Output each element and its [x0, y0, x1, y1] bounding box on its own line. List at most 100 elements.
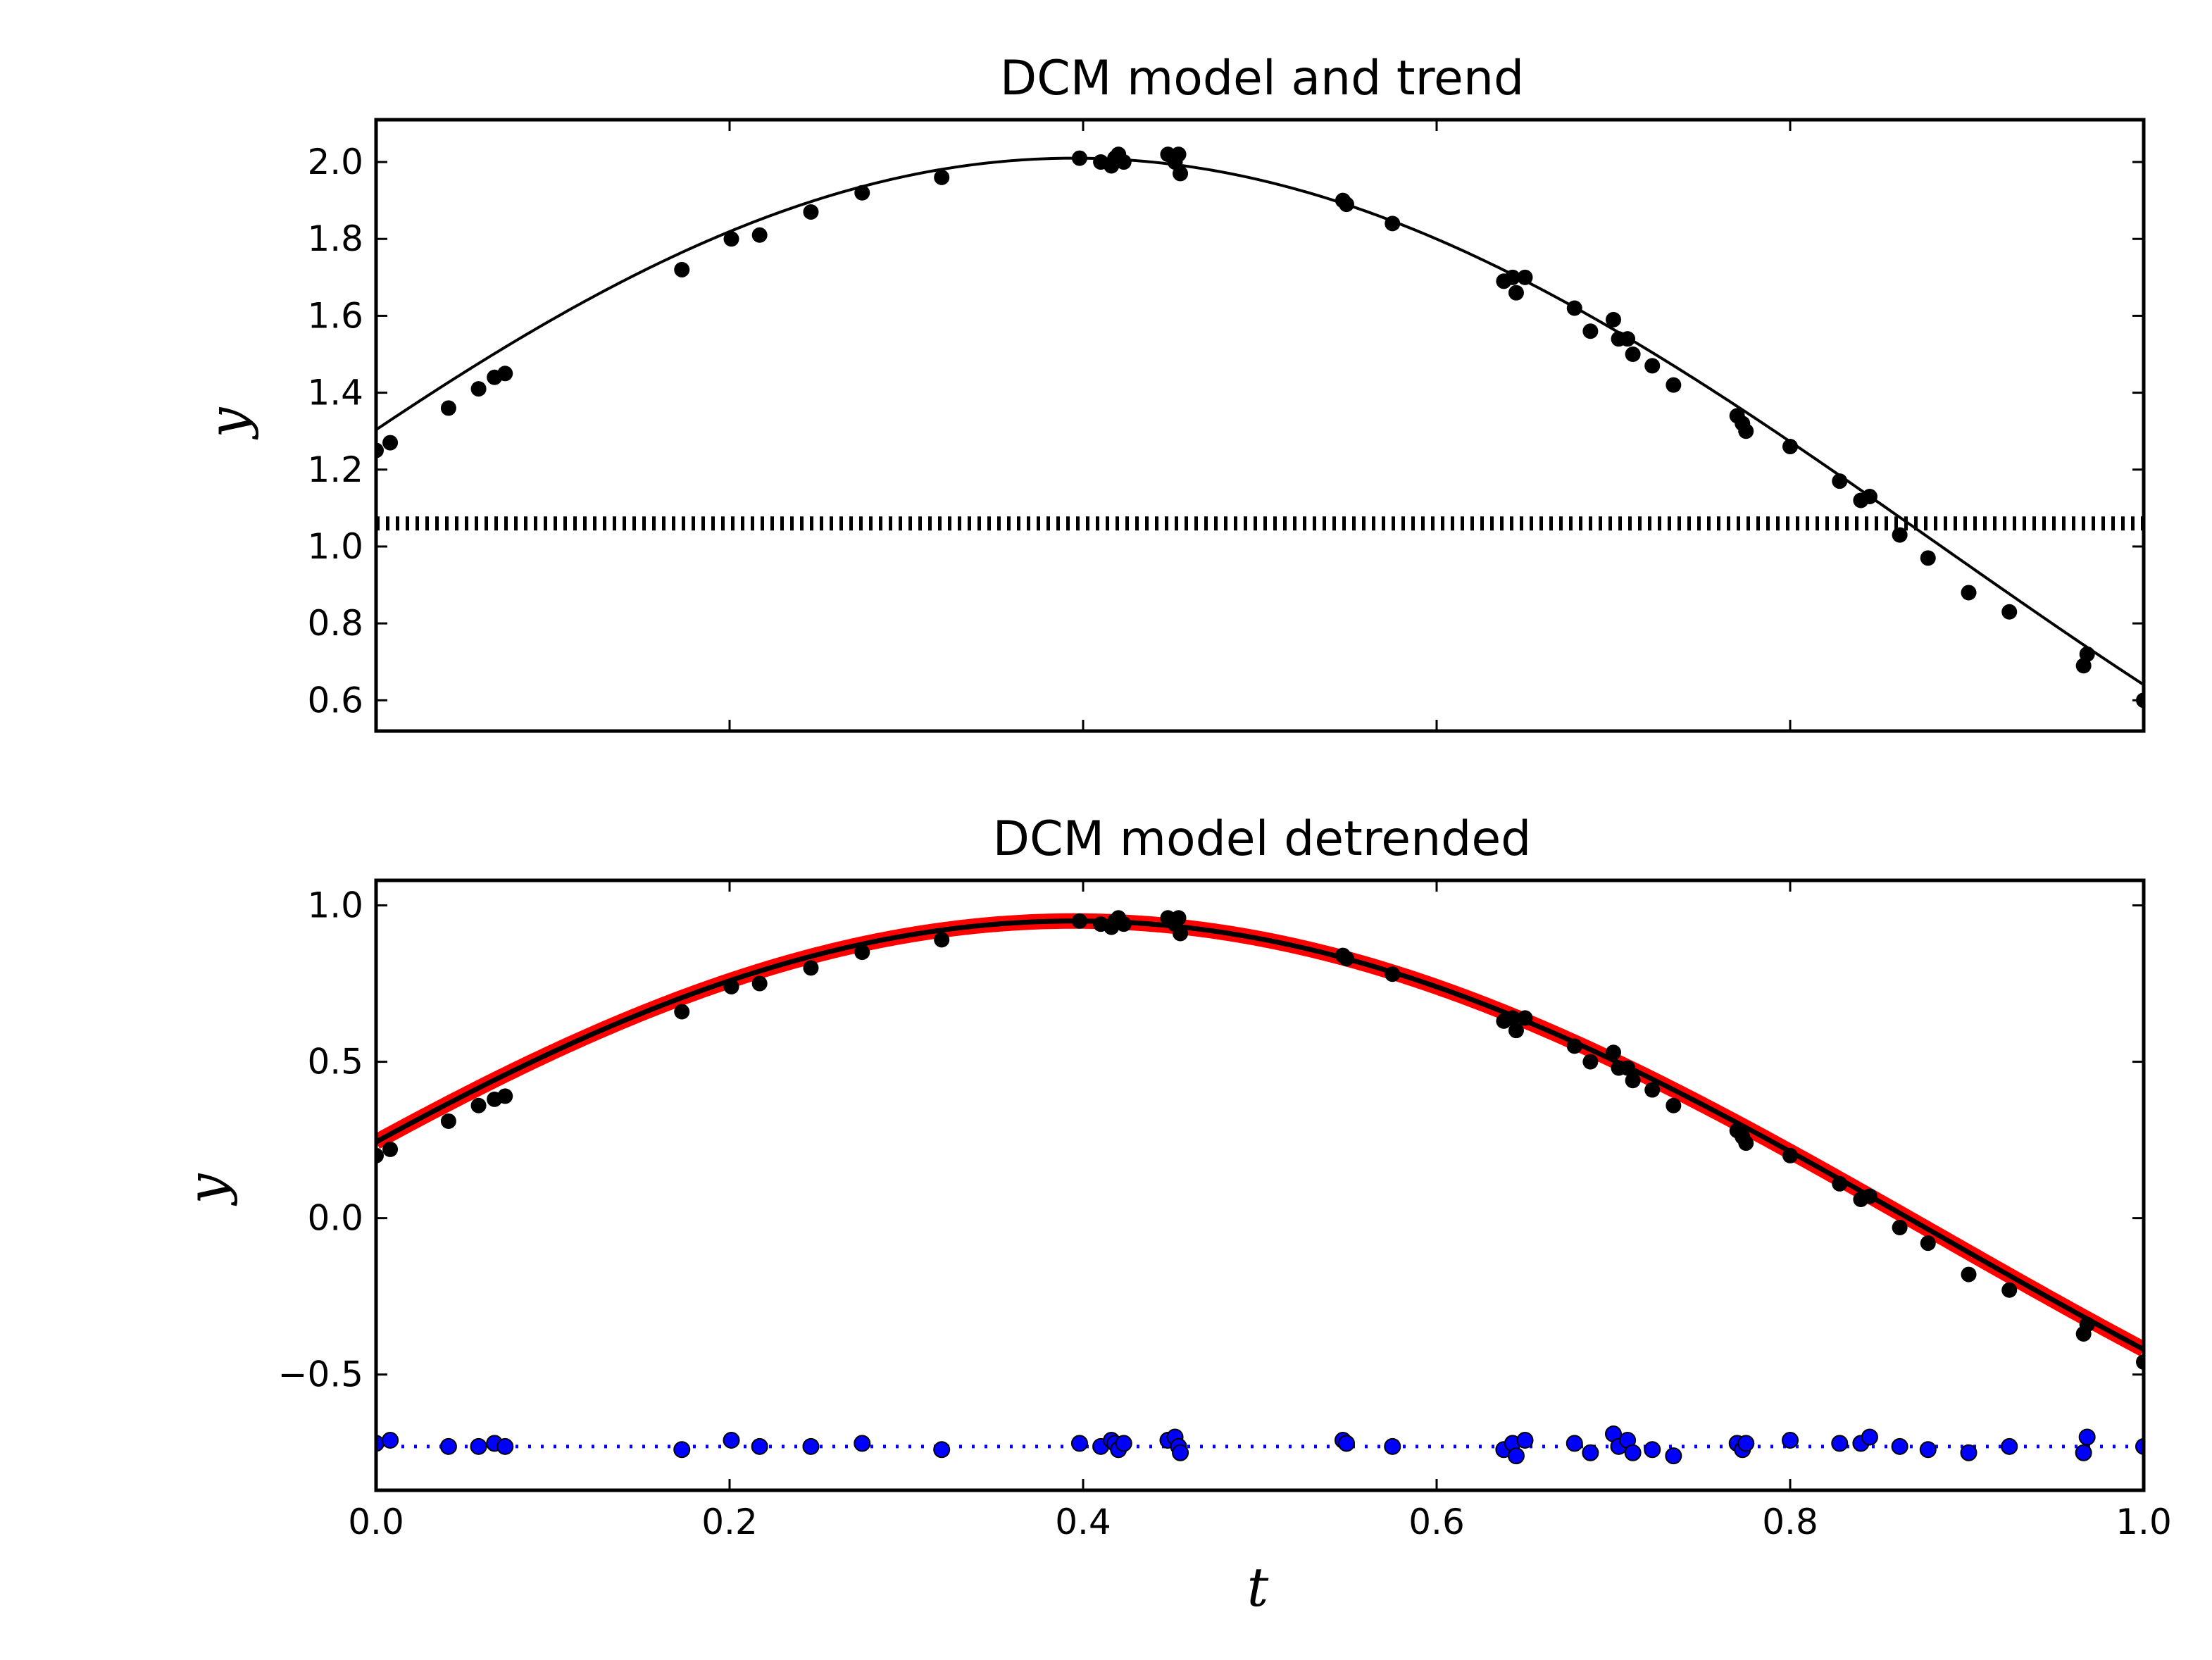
data-point: [803, 204, 819, 220]
residual-point: [1507, 1447, 1525, 1465]
data-point: [1920, 550, 1936, 566]
data-point: [1071, 150, 1087, 166]
data-point: [1385, 216, 1401, 232]
residual-point: [1891, 1437, 1908, 1455]
data-point: [2001, 1282, 2018, 1298]
data-point: [751, 227, 768, 243]
data-point: [723, 231, 739, 247]
bottom-panel-ylabel: y: [175, 1173, 238, 1206]
data-point: [1504, 269, 1520, 285]
model-curve: [376, 918, 2144, 1352]
residual-point: [1516, 1431, 1534, 1449]
model-curve: [376, 156, 2144, 686]
top-panel-ylabel: y: [196, 406, 259, 439]
data-point: [1832, 1175, 1848, 1192]
data-point: [1071, 913, 1087, 929]
bottom-panel-title: DCM model detrended: [993, 811, 1532, 867]
data-point: [1738, 1135, 1754, 1152]
data-point: [1582, 323, 1599, 339]
data-point: [1782, 439, 1798, 455]
top-panel-plot-area: 0.6 0.8 1.0 1.2 1.4 1.6 1.8 2.0: [307, 120, 2145, 731]
data-point: [470, 381, 487, 397]
data-point: [1961, 1266, 1977, 1283]
residual-point: [1624, 1444, 1642, 1461]
data-point: [723, 978, 739, 994]
data-point: [1961, 585, 1977, 601]
data-point: [1508, 285, 1524, 301]
data-point: [1782, 1147, 1798, 1163]
data-point: [2079, 1316, 2095, 1333]
data-point: [1625, 347, 1641, 363]
residual-point: [1337, 1435, 1355, 1452]
bottom-panel-plot-area: −0.5 0.0 0.5 1.0 0.0 0.2 0.4 0.6 0.8 1.0: [278, 880, 2172, 1542]
residual-point: [1861, 1428, 1878, 1446]
data-point: [1832, 473, 1848, 489]
residual-point: [854, 1435, 871, 1452]
data-point: [1173, 166, 1189, 182]
data-point: [1666, 377, 1682, 393]
residual-point: [1644, 1441, 1661, 1459]
fit-curve: [376, 913, 2144, 1356]
data-point: [1892, 527, 1908, 543]
data-point: [382, 1141, 399, 1157]
data-point: [1606, 311, 1621, 327]
data-point: [1385, 966, 1401, 982]
residual-point: [751, 1437, 768, 1455]
bottom-panel-frame: [374, 878, 2146, 1492]
residual-point: [496, 1437, 514, 1455]
data-point: [1861, 488, 1877, 504]
x-tick-label: 0.6: [1408, 1502, 1465, 1542]
data-point: [934, 932, 950, 948]
data-point: [2001, 604, 2018, 620]
top-panel: DCM model and trend y 0.6 0.8 1.0 1.2 1.4 1.6…: [196, 51, 2146, 733]
residual-point: [1831, 1435, 1849, 1452]
residual-point: [2078, 1428, 2096, 1446]
data-point: [1338, 951, 1354, 967]
residual-point: [2135, 1437, 2144, 1455]
data-point: [1620, 1060, 1636, 1076]
residual-point: [382, 1431, 399, 1449]
data-point: [1116, 916, 1132, 932]
data-point: [1738, 423, 1754, 439]
bottom-panel: DCM model detrended y t −0.5 0.0 0.5 1.0 0.0…: [175, 811, 2172, 1618]
data-point: [934, 169, 950, 185]
y-tick-label: 0.0: [307, 1198, 363, 1239]
x-tick-label: 0.8: [1762, 1502, 1818, 1542]
residual-point: [470, 1437, 487, 1455]
data-point: [674, 1004, 690, 1020]
residual-point: [1172, 1444, 1189, 1461]
data-point: [1116, 154, 1132, 170]
data-point: [674, 261, 690, 277]
residual-point: [673, 1441, 691, 1459]
y-tick-label: 0.8: [307, 603, 363, 644]
residual-point: [802, 1437, 820, 1455]
x-tick-label: 1.0: [2116, 1502, 2172, 1542]
data-point: [1892, 1219, 1908, 1235]
residual-point: [1737, 1435, 1755, 1452]
x-tick-label: 0.4: [1055, 1502, 1111, 1542]
data-point: [1920, 1235, 1936, 1252]
data-point: [1170, 146, 1187, 163]
data-point: [1582, 1054, 1599, 1070]
residual-point: [1919, 1441, 1937, 1459]
data-point: [1170, 910, 1187, 926]
residual-point: [1070, 1435, 1088, 1452]
x-tick-label: 0.2: [701, 1502, 758, 1542]
residual-point: [723, 1431, 740, 1449]
residual-point: [2075, 1444, 2092, 1461]
y-tick-label: 1.6: [307, 295, 363, 336]
y-tick-label: 1.4: [307, 373, 363, 413]
data-point: [1644, 358, 1661, 374]
data-point: [470, 1097, 487, 1113]
y-tick-label: 1.8: [307, 218, 363, 259]
data-point: [1620, 331, 1636, 347]
residual-point: [1582, 1444, 1599, 1461]
data-point: [1508, 1023, 1524, 1039]
plot-series: [376, 910, 2144, 1465]
x-tick-label: 0.0: [348, 1502, 404, 1542]
data-point: [1566, 300, 1582, 316]
data-point: [1517, 1010, 1533, 1026]
residual-point: [1115, 1435, 1132, 1452]
top-panel-frame: [374, 118, 2146, 733]
